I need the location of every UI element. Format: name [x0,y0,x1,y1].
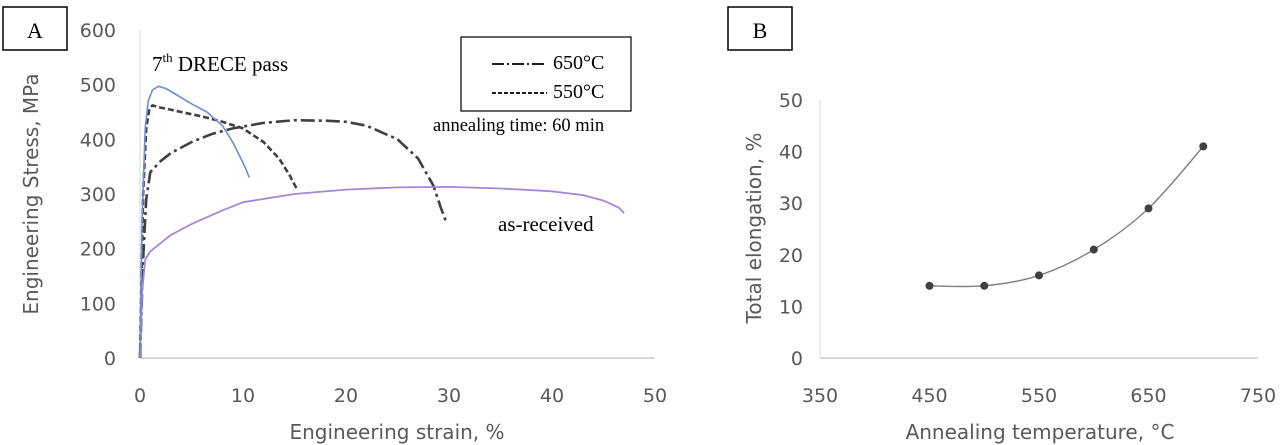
x-tick-label: 20 [334,385,358,407]
legend-box [460,36,632,112]
x-tick-label: 30 [437,385,461,407]
y-tick-label: 100 [80,293,116,315]
x-tick-label: 450 [911,385,947,407]
x-tick-label: 10 [231,385,255,407]
x-tick-label: 550 [1021,385,1057,407]
annotation-annealing-time: annealing time: 60 min [433,116,604,136]
series-line [139,85,250,359]
panel-a-x-axis-title: Engineering strain, % [289,420,504,444]
panel-a: A 0 100 200 300 400 500 600 0 10 20 30 40 50 Engine… [2,6,667,444]
panel-b: B 0 10 20 30 40 50 350 450 550 650 750 Total elon… [727,6,1276,444]
data-point [1144,204,1153,213]
series-line [138,104,298,359]
panel-a-series [138,85,625,359]
y-tick-label: 400 [80,129,116,151]
x-tick-label: 50 [643,385,667,407]
y-tick-label: 50 [779,90,803,112]
panel-b-x-axis-title: Annealing temperature, °C [906,420,1175,444]
y-tick-label: 10 [779,296,803,318]
y-tick-label: 500 [80,75,116,97]
x-tick-label: 350 [802,385,838,407]
legend-650-label: 650°C [553,52,604,74]
y-tick-label: 40 [779,142,803,164]
x-tick-label: 0 [134,385,146,407]
data-point [1089,245,1098,254]
panel-b-series [925,142,1208,290]
series-line [139,185,625,359]
y-tick-label: 300 [80,184,116,206]
panel-a-label: A [27,18,43,43]
y-tick-label: 30 [779,193,803,215]
legend-550-label: 550°C [553,81,604,103]
panel-b-y-ticks: 0 10 20 30 40 50 [779,90,803,370]
data-point [1035,271,1043,280]
data-point [1199,142,1208,151]
panel-a-y-axis-title: Engineering Stress, MPa [19,73,43,314]
panel-a-x-ticks: 0 10 20 30 40 50 [134,385,667,407]
y-tick-label: 0 [791,348,803,370]
x-tick-label: 650 [1130,385,1166,407]
y-tick-label: 20 [779,245,803,267]
y-tick-label: 0 [104,348,116,370]
panel-b-label-box [727,6,793,51]
panel-b-y-axis-title: Total elongation, % [742,133,766,325]
data-point [980,281,989,290]
y-tick-label: 200 [80,239,116,261]
annotation-as-received: as-received [498,212,594,236]
y-tick-label: 600 [80,20,116,42]
panel-a-y-ticks: 0 100 200 300 400 500 600 [80,20,116,370]
annotation-drece-pass: 7th DRECE pass [152,50,288,76]
data-point [925,281,934,290]
trend-line [929,145,1204,288]
panel-b-x-ticks: 350 450 550 650 750 [802,385,1276,407]
panel-a-label-box [2,6,68,51]
x-tick-label: 40 [540,385,564,407]
panel-b-label: B [753,18,768,43]
series-line [138,118,448,359]
x-tick-label: 750 [1240,385,1276,407]
